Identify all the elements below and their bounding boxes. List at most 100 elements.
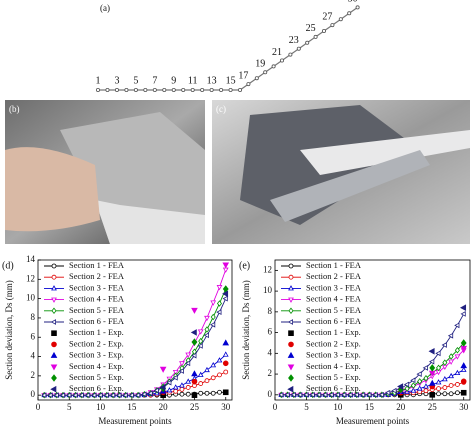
point-label: 3 (114, 75, 119, 86)
beam-point (330, 23, 335, 28)
marker (197, 371, 204, 377)
point-label: 19 (255, 59, 265, 70)
marker (436, 364, 442, 372)
marker (315, 391, 322, 398)
marker (51, 297, 57, 303)
marker (391, 387, 397, 394)
marker (191, 307, 198, 314)
legend-label: Section 2 - FEA (69, 271, 125, 281)
marker (198, 390, 204, 396)
y-tick-label: 14 (26, 254, 36, 264)
beam-point (305, 40, 310, 45)
marker (448, 372, 455, 379)
marker (288, 297, 294, 303)
point-label: 7 (152, 75, 157, 86)
marker (217, 389, 222, 395)
marker (184, 360, 191, 367)
marker (50, 351, 58, 358)
marker (116, 392, 122, 399)
marker (222, 389, 229, 396)
marker (191, 352, 197, 359)
marker (204, 315, 210, 322)
marker (51, 341, 57, 348)
marker (51, 374, 57, 382)
beam-point (313, 34, 318, 39)
legend-label: Section 5 - FEA (306, 305, 362, 315)
legend-label: Section 6 - FEA (69, 316, 125, 326)
marker (217, 372, 222, 378)
marker (109, 392, 116, 399)
photo-part (270, 150, 430, 222)
marker (159, 384, 166, 391)
marker (454, 346, 460, 354)
y-tick-label: 4 (268, 347, 273, 357)
legend-label: Section 2 - FEA (306, 271, 362, 281)
x-tick-label: 25 (190, 402, 200, 412)
marker (222, 360, 229, 367)
plot-frame (274, 259, 471, 401)
marker (103, 392, 109, 399)
plot-frame (37, 259, 233, 401)
beam-point (171, 88, 176, 93)
marker (209, 321, 216, 328)
marker (159, 366, 167, 373)
marker (172, 374, 178, 381)
marker (141, 391, 147, 398)
marker (198, 337, 204, 345)
marker (328, 391, 334, 398)
x-axis-label: Measurement points (336, 416, 410, 426)
beam-point (143, 88, 148, 93)
beam-point (254, 76, 259, 81)
legend-label: Section 4 - Exp. (306, 361, 361, 371)
marker (204, 390, 210, 396)
point-label: 5 (133, 75, 138, 86)
marker (147, 390, 153, 397)
marker (442, 359, 448, 366)
marker (210, 375, 216, 381)
legend-label: Section 3 - FEA (306, 282, 362, 292)
marker (191, 378, 198, 385)
point-label: 15 (226, 75, 236, 86)
beam-point (105, 88, 110, 93)
marker (460, 378, 467, 385)
legend-label: Section 5 - Exp. (306, 372, 361, 382)
marker (435, 350, 441, 357)
marker (303, 391, 309, 398)
marker (410, 382, 416, 389)
marker (288, 307, 294, 315)
legend-label: Section 4 - Exp. (69, 361, 124, 371)
marker (448, 353, 454, 360)
marker (51, 263, 57, 269)
marker (191, 338, 198, 346)
marker (191, 392, 198, 398)
marker (216, 357, 223, 363)
marker (278, 391, 284, 398)
marker (416, 371, 422, 377)
marker (442, 391, 448, 397)
panel-c: (c) (212, 100, 470, 244)
chart: 0 5 10 15 20 25 30 0 2 4 6 8 10 12 Measurement points S… (239, 259, 471, 426)
marker (172, 384, 179, 390)
marker (84, 392, 91, 399)
beam-point (181, 88, 186, 93)
x-tick-label: 5 (67, 402, 72, 412)
y-tick-label: 4 (31, 351, 36, 361)
marker (429, 364, 436, 372)
marker (178, 368, 184, 374)
marker (197, 343, 203, 349)
marker (460, 366, 467, 372)
marker (50, 319, 56, 325)
marker (222, 290, 229, 298)
marker (429, 392, 436, 398)
marker (210, 300, 217, 306)
marker (460, 362, 468, 369)
x-tick-label: 30 (459, 402, 469, 412)
marker (397, 383, 404, 390)
marker (185, 391, 191, 397)
marker (185, 352, 192, 358)
legend-label: Section 4 - FEA (306, 294, 362, 304)
beam-point (219, 88, 224, 93)
point-label: 11 (188, 75, 198, 86)
marker (287, 351, 295, 358)
